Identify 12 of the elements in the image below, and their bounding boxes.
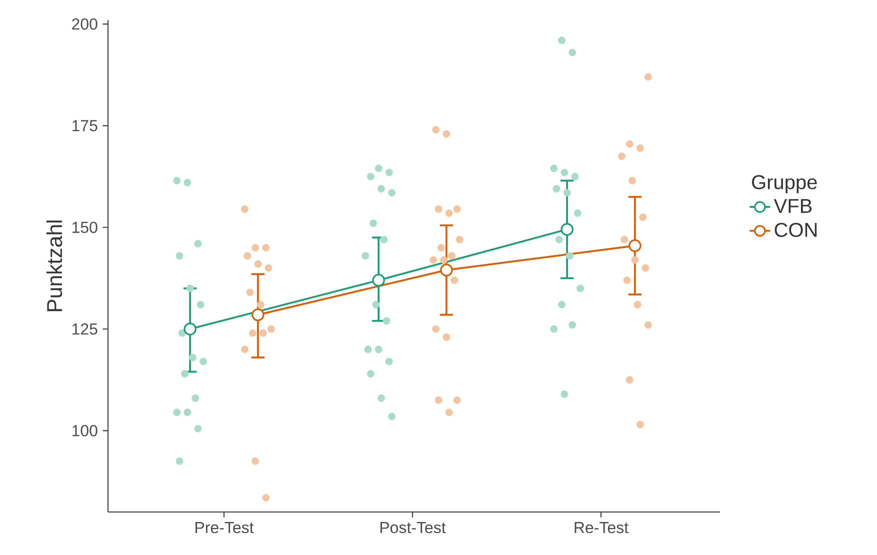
x-tick-label: Post-Test [380, 522, 446, 534]
legend-title: Gruppe [752, 175, 817, 194]
x-tick-label: Pre-Test [196, 522, 254, 534]
y-tick-label: 125 [72, 323, 98, 335]
x-tick-label: Re-Test [574, 522, 628, 534]
y-tick-label: 175 [72, 120, 98, 132]
y-tick-label: 100 [72, 425, 98, 436]
y-tick-label: 150 [72, 222, 98, 234]
y-tick-label: 200 [72, 18, 98, 30]
legend-label: VFB [774, 199, 812, 213]
y-axis-title: Punktzahl [46, 220, 62, 312]
legend-label: CON [774, 222, 817, 237]
